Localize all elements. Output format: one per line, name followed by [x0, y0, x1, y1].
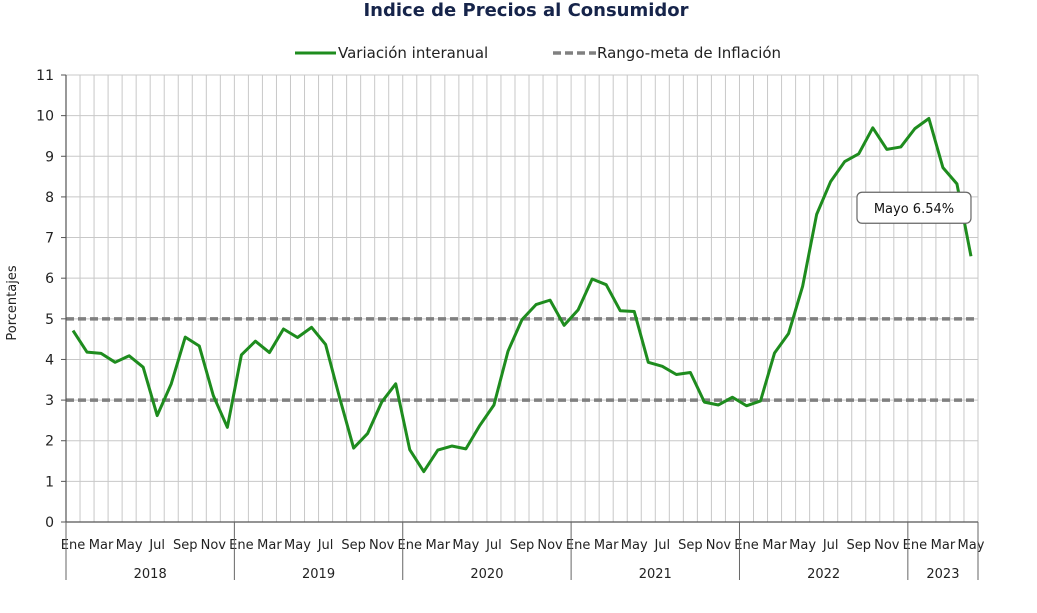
x-tick-label-month: Mar — [426, 538, 451, 553]
x-tick-label-month: Jul — [317, 538, 334, 553]
x-tick-label-month: Ene — [903, 538, 927, 553]
x-tick-label-month: Sep — [173, 538, 198, 553]
x-tick-label-year: 2018 — [134, 567, 167, 582]
y-tick-label: 9 — [45, 149, 54, 165]
y-tick-label: 0 — [45, 515, 54, 531]
y-tick-label: 11 — [36, 68, 54, 84]
x-tick-label-month: Mar — [931, 538, 956, 553]
y-tick-label: 8 — [45, 190, 54, 206]
x-tick-label-month: Nov — [537, 538, 563, 553]
x-tick-label-month: Jul — [485, 538, 502, 553]
x-tick-label-month: May — [452, 538, 479, 553]
x-tick-label-month: May — [958, 538, 985, 553]
x-tick-label-month: Sep — [510, 538, 535, 553]
x-tick-label-year: 2023 — [926, 567, 959, 582]
annotation-label: Mayo 6.54% — [874, 202, 954, 217]
x-tick-label-month: Jul — [822, 538, 839, 553]
x-tick-label-month: Ene — [229, 538, 253, 553]
y-axis-label: Porcentajes — [5, 265, 20, 340]
x-tick-label-year: 2021 — [639, 567, 672, 582]
x-tick-label-month: Nov — [369, 538, 395, 553]
annotation: Mayo 6.54% — [856, 191, 972, 224]
y-tick-label: 7 — [45, 231, 54, 247]
chart-title: Indice de Precios al Consumidor — [363, 0, 688, 21]
x-tick-label-month: May — [789, 538, 816, 553]
x-tick-label-month: Ene — [398, 538, 422, 553]
x-tick-label-month: Ene — [61, 538, 85, 553]
x-tick-label-year: 2022 — [807, 567, 840, 582]
x-tick-label-month: May — [284, 538, 311, 553]
y-tick-label: 10 — [36, 109, 54, 125]
x-tick-label-year: 2019 — [302, 567, 335, 582]
x-tick-label-month: Nov — [874, 538, 900, 553]
x-tick-label-month: Jul — [148, 538, 165, 553]
grid — [65, 74, 979, 523]
x-tick-label-month: Ene — [734, 538, 758, 553]
legend: Variación interanual Rango-meta de Infla… — [295, 44, 781, 62]
x-tick-label-month: Jul — [653, 538, 670, 553]
x-tick-label-month: Sep — [846, 538, 871, 553]
series-line — [71, 116, 973, 474]
x-tick-label-month: Nov — [201, 538, 227, 553]
y-tick-label: 3 — [45, 393, 54, 409]
x-tick-label-month: Sep — [341, 538, 366, 553]
x-tick-label-month: Mar — [762, 538, 787, 553]
x-tick-label-month: Mar — [594, 538, 619, 553]
annotation-box — [856, 191, 972, 224]
series-variacion — [71, 116, 973, 474]
x-tick-label-month: Ene — [566, 538, 590, 553]
x-tick-label-month: Mar — [89, 538, 114, 553]
x-tick-label-month: Mar — [257, 538, 282, 553]
x-tick-label-month: Sep — [678, 538, 703, 553]
x-tick-label-month: Nov — [706, 538, 732, 553]
y-tick-label: 4 — [45, 352, 54, 368]
y-tick-label: 1 — [45, 474, 54, 490]
legend-label-variacion: Variación interanual — [338, 44, 488, 62]
legend-label-rango: Rango-meta de Inflación — [597, 44, 781, 62]
x-tick-label-month: May — [621, 538, 648, 553]
y-tick-label: 6 — [45, 271, 54, 287]
y-tick-label: 2 — [45, 434, 54, 450]
y-tick-label: 5 — [45, 312, 54, 328]
x-tick-label-month: May — [116, 538, 143, 553]
x-tick-label-year: 2020 — [470, 567, 503, 582]
